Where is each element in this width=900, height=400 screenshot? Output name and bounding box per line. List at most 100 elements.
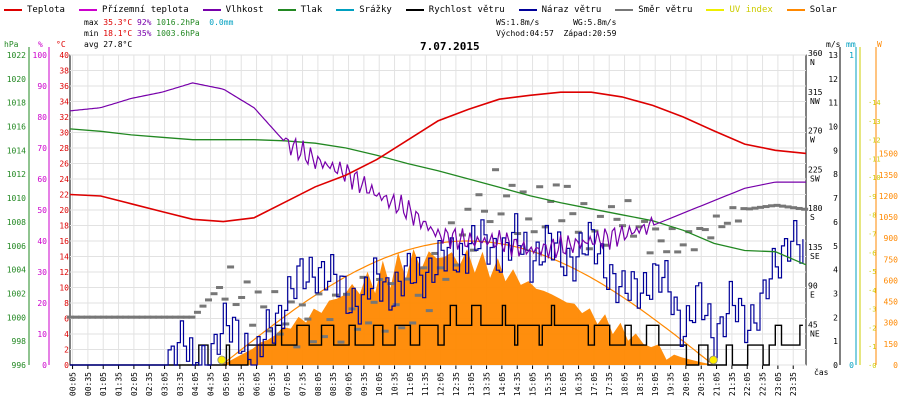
uv-tick-label: ·9 xyxy=(868,193,876,201)
wind-direction-mark xyxy=(635,225,643,229)
uv-tick-label: ·8 xyxy=(868,212,876,220)
x-tick-label: 04:05 xyxy=(191,372,200,396)
mm-unit-label: mm xyxy=(846,40,856,49)
hpa-tick-label: 1002 xyxy=(7,289,26,298)
temp-tick-label: 0 xyxy=(64,361,69,370)
x-tick-label: 05:05 xyxy=(222,372,231,396)
x-tick-label: 06:35 xyxy=(268,372,277,396)
wind-direction-mark xyxy=(365,321,373,325)
stats-avg-row: avg 27.8°C xyxy=(84,40,132,49)
hpa-tick-label: 1000 xyxy=(7,313,26,322)
stat-wg: WG:5.8m/s xyxy=(573,18,617,27)
wind-direction-mark xyxy=(149,315,157,319)
wind-direction-mark xyxy=(503,194,511,198)
wind-direction-mark xyxy=(613,217,621,221)
x-tick-label: 16:35 xyxy=(575,372,584,396)
stat-max-rain: 0.0mm xyxy=(209,18,234,27)
temp-tick-label: 38 xyxy=(59,67,69,76)
wind-direction-mark xyxy=(701,228,709,232)
legend-label: UV index xyxy=(729,5,773,15)
wind-direction-mark xyxy=(315,292,323,296)
ms-tick-label: 12 xyxy=(828,75,838,84)
wind-direction-mark xyxy=(536,185,544,189)
uv-tick-label: ·10 xyxy=(868,174,881,182)
uv-tick-label: ·2 xyxy=(868,324,876,332)
wind-direction-mark xyxy=(78,315,86,319)
wind-direction-mark xyxy=(497,212,505,216)
stat-sunset: Západ:20:59 xyxy=(563,29,617,38)
x-tick-label: 21:05 xyxy=(713,372,722,396)
dir-tick-label: N xyxy=(810,58,815,67)
wind-direction-mark xyxy=(762,205,770,209)
stat-min-hum: 35% xyxy=(137,29,152,38)
wind-direction-mark xyxy=(205,298,212,302)
legend-item-7: Směr větru xyxy=(615,5,692,15)
temp-tick-label: 14 xyxy=(59,253,69,262)
wind-direction-mark xyxy=(243,280,251,284)
wind-direction-mark xyxy=(668,227,676,231)
stat-min-temp: 18.1°C xyxy=(103,29,133,38)
wind-direction-mark xyxy=(193,310,201,314)
wind-direction-mark xyxy=(304,317,312,321)
wind-direction-mark xyxy=(707,236,715,240)
legend-swatch xyxy=(4,9,22,11)
temp-tick-label: 28 xyxy=(59,144,69,153)
wind-direction-mark xyxy=(574,230,582,234)
wind-direction-mark xyxy=(265,329,273,333)
stats-max-row: max 35.3°C 92% 1016.2hPa 0.0mm xyxy=(84,18,233,27)
ms-tick-label: 3 xyxy=(833,289,838,298)
uv-tick-label: ·14 xyxy=(868,99,881,107)
uv-tick-label: ·1 xyxy=(868,343,876,351)
ms-tick-label: 4 xyxy=(833,266,838,275)
legend-item-5: Rychlost větru xyxy=(405,5,505,15)
wind-gust-line xyxy=(70,213,804,366)
x-tick-label: 10:35 xyxy=(391,372,400,396)
x-tick-label: 07:35 xyxy=(299,372,308,396)
wind-direction-mark xyxy=(773,203,781,207)
wind-direction-mark xyxy=(646,251,654,255)
x-tick-label: 20:35 xyxy=(697,372,706,396)
wind-direction-mark xyxy=(188,315,196,319)
wind-direction-mark xyxy=(492,168,500,172)
wind-direction-mark xyxy=(674,250,682,254)
wind-direction-mark xyxy=(67,315,74,319)
uv-tick-label: ·11 xyxy=(868,155,881,163)
stat-ws: WS:1.8m/s xyxy=(496,18,540,27)
pct-tick-label: 60 xyxy=(37,175,47,184)
dir-tick-label: NE xyxy=(810,329,820,338)
hpa-tick-label: 1006 xyxy=(7,242,26,251)
w-tick-label: 150 xyxy=(884,340,899,349)
chart-legend: Teplota Přízemní teplota Vlhkost Tlak Srážky… xyxy=(4,4,851,18)
wind-direction-mark xyxy=(745,207,753,211)
legend-label: Přízemní teplota xyxy=(101,5,189,15)
legend-item-6: Náraz větru xyxy=(518,5,601,15)
stat-avg-label: avg xyxy=(84,40,99,49)
wind-direction-mark xyxy=(784,205,792,209)
wind-direction-mark xyxy=(723,221,731,225)
x-tick-label: 19:05 xyxy=(651,372,660,396)
x-tick-label: 17:35 xyxy=(605,372,614,396)
temp-tick-label: 36 xyxy=(59,82,69,91)
x-tick-label: 09:35 xyxy=(360,372,369,396)
wind-direction-mark xyxy=(712,214,720,218)
wind-direction-mark xyxy=(751,206,759,210)
temp-unit-label: °C xyxy=(56,40,66,49)
legend-swatch xyxy=(405,9,424,11)
dir-tick-label: SE xyxy=(810,252,820,261)
wind-direction-mark xyxy=(326,318,334,322)
wind-direction-mark xyxy=(199,304,207,308)
temp-tick-label: 4 xyxy=(64,330,69,339)
w-tick-label: 300 xyxy=(884,319,899,328)
dir-tick-label: NW xyxy=(810,97,820,106)
ms-tick-label: 0 xyxy=(833,361,838,370)
temp-tick-label: 26 xyxy=(59,160,69,169)
x-tick-label: 02:35 xyxy=(145,372,154,396)
wind-direction-mark xyxy=(337,340,345,344)
legend-swatch xyxy=(336,9,355,11)
wind-direction-mark xyxy=(525,217,533,221)
dir-tick-label: SW xyxy=(810,174,820,183)
wind-direction-mark xyxy=(447,221,455,225)
x-tick-label: 22:05 xyxy=(743,372,752,396)
wind-direction-mark xyxy=(221,297,229,301)
wind-direction-mark xyxy=(530,230,538,234)
